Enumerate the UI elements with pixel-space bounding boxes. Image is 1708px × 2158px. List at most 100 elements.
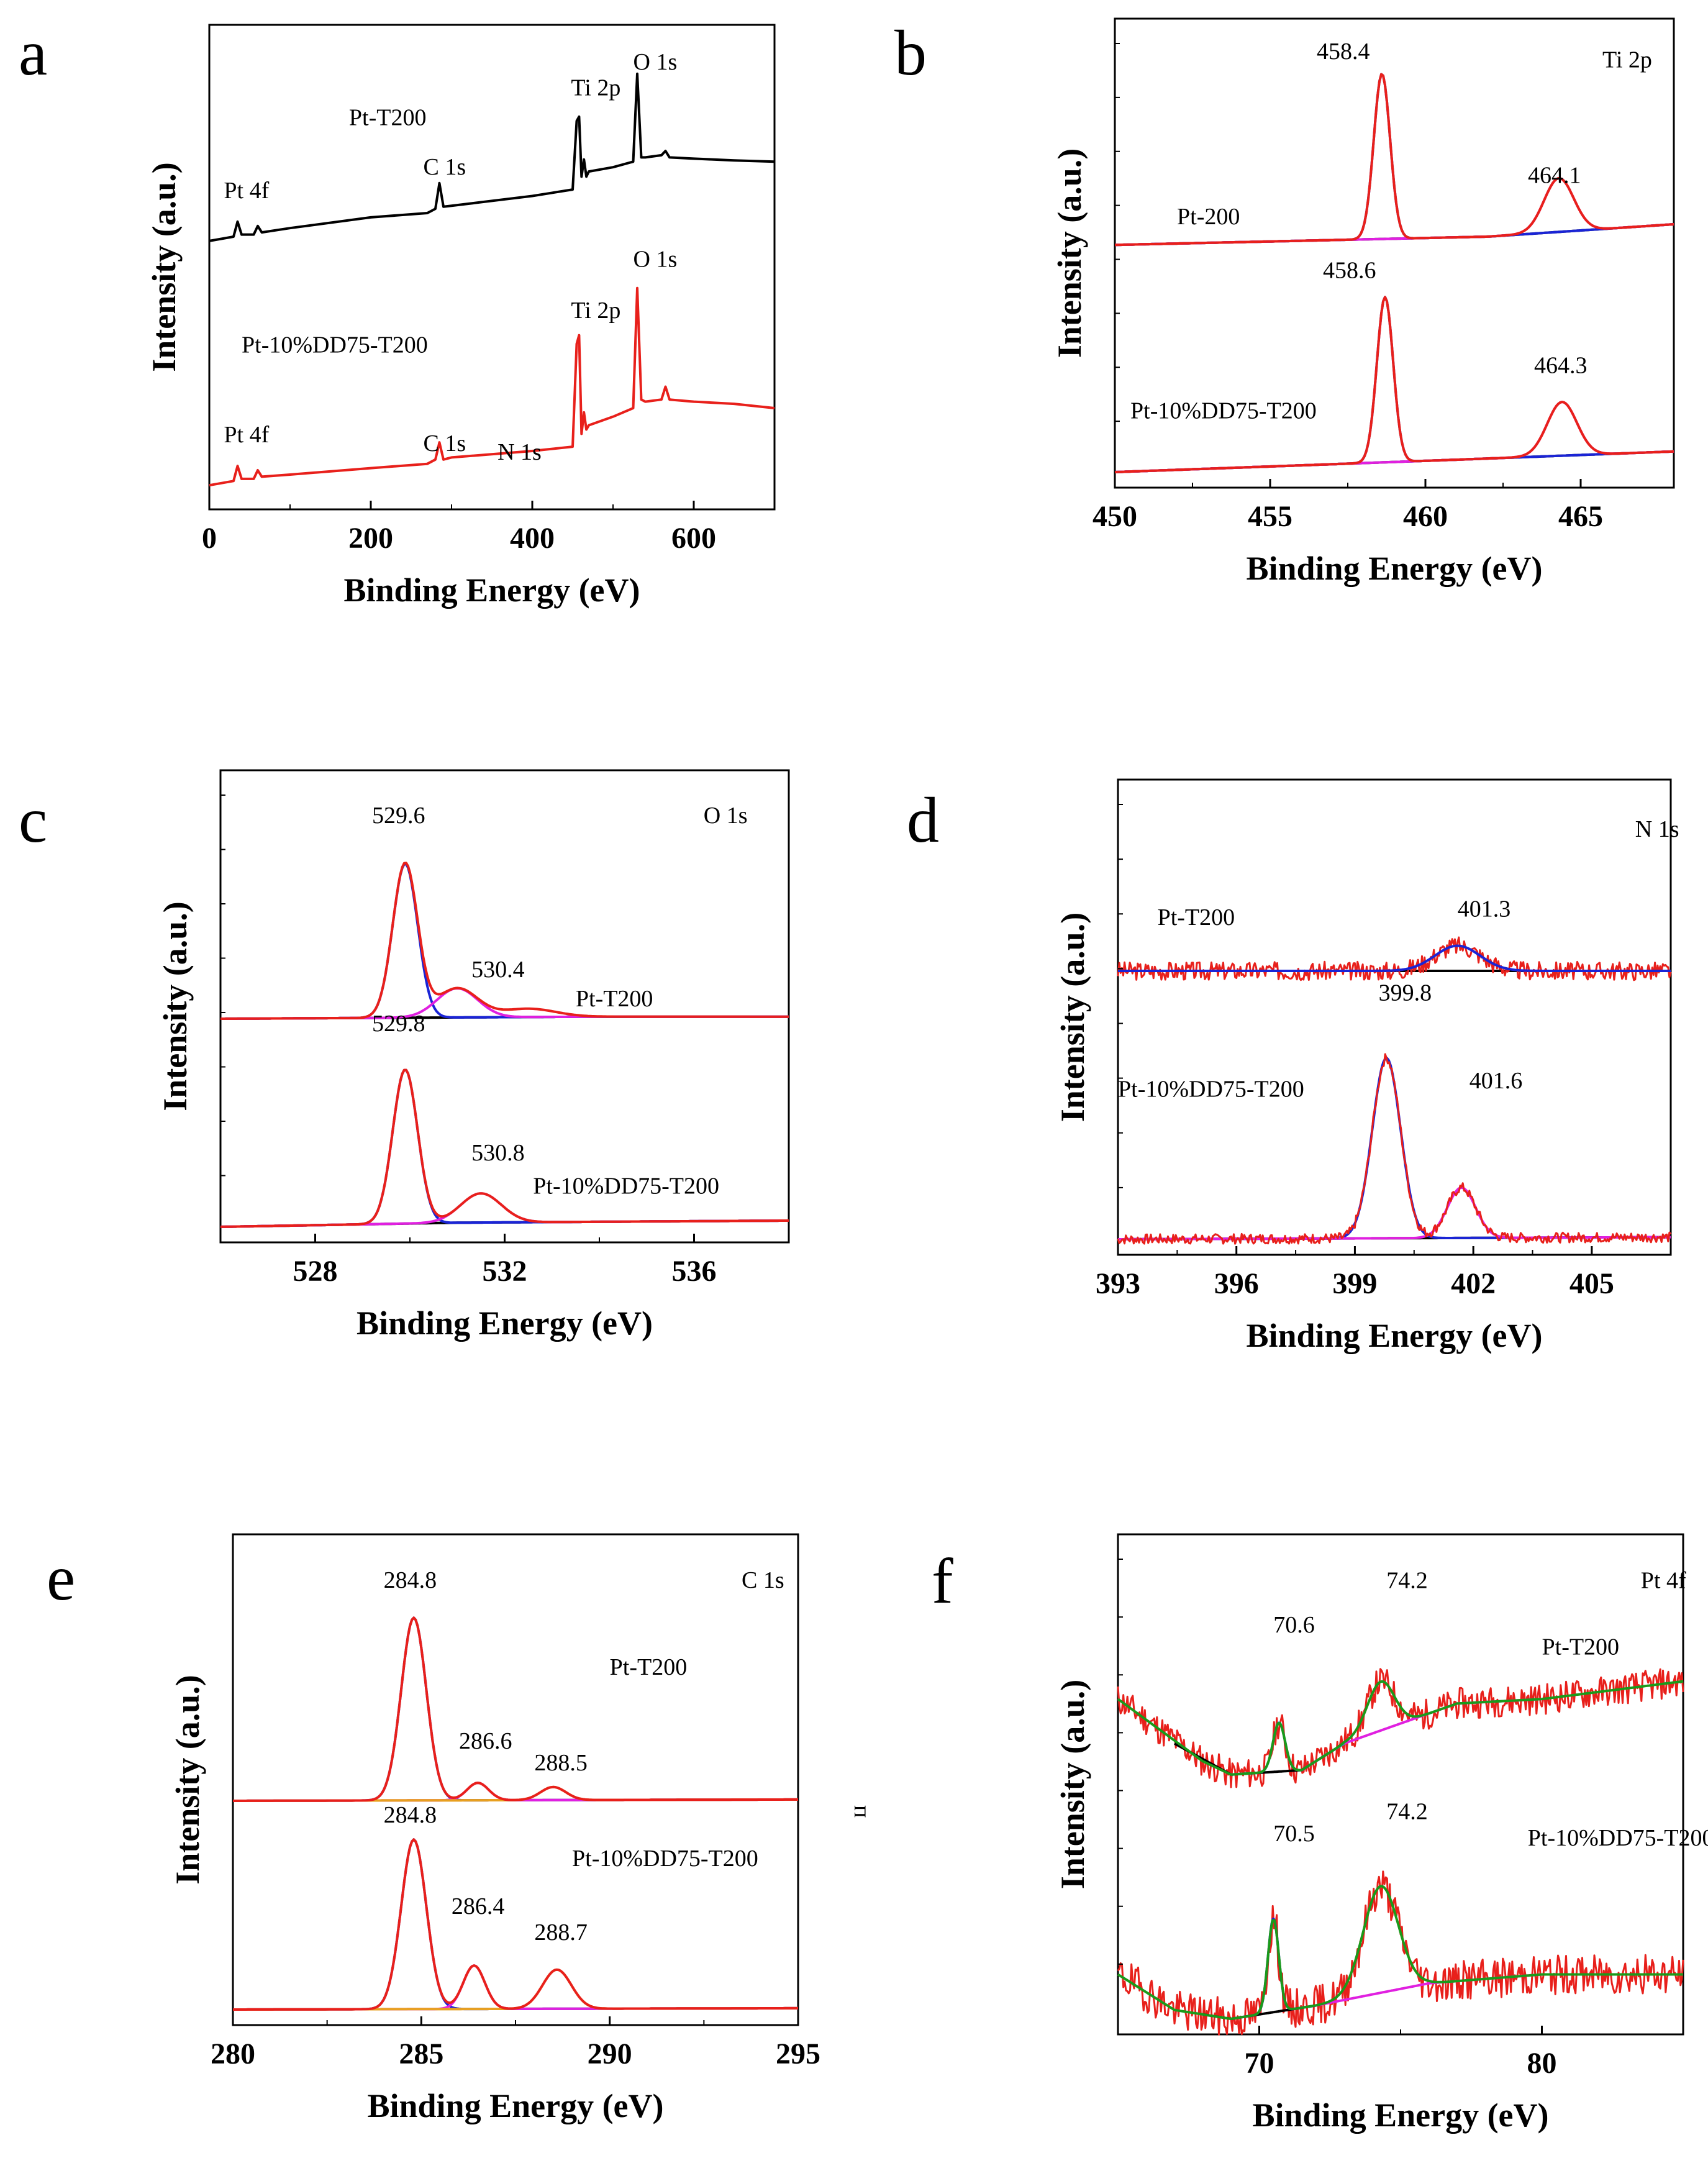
plot-frame <box>1117 778 1672 1256</box>
series-line <box>233 1964 798 2011</box>
series-line <box>1114 296 1674 473</box>
annotation-s2: Pt-10%DD75-T200 <box>1130 398 1317 424</box>
series-line <box>233 1838 798 2011</box>
annotation-s1: Pt-T200 <box>1158 904 1235 931</box>
x-tick-label: 405 <box>1569 1267 1614 1300</box>
series-line <box>233 1782 798 1802</box>
annotation-pt4f_bot: Pt 4f <box>224 422 269 448</box>
x-tick-label: 450 <box>1092 500 1137 533</box>
series-line <box>1117 1053 1672 1245</box>
x-tick-label: 465 <box>1558 500 1603 533</box>
annotation-p1: 70.6 <box>1273 1612 1315 1638</box>
annotation-title: N 1s <box>1635 816 1679 842</box>
series-line <box>1115 73 1674 247</box>
annotation-p1: 529.6 <box>372 803 425 829</box>
series-line <box>1117 936 1672 981</box>
series-line <box>220 987 789 1020</box>
series-line <box>209 286 775 487</box>
plot-frame <box>208 24 776 511</box>
panel-letter: e <box>47 1542 75 1614</box>
annotation-p5: 286.4 <box>452 1893 505 1919</box>
series-line <box>233 1616 798 1802</box>
annotation-p3: 70.5 <box>1273 1821 1315 1847</box>
x-tick-label: 80 <box>1527 2047 1557 2080</box>
panel-letter: d <box>907 785 939 856</box>
annotation-title: Ti 2p <box>1602 47 1652 73</box>
annotation-p2: 464.1 <box>1528 163 1581 189</box>
annotation-p3: 458.6 <box>1323 257 1376 283</box>
panel-letter: c <box>19 785 47 856</box>
annotation-title: Pt 4f <box>1641 1567 1686 1593</box>
annotation-title: O 1s <box>704 803 748 829</box>
series-line <box>1117 1870 1684 2036</box>
x-tick-label: 536 <box>672 1255 717 1288</box>
series-line <box>233 1968 798 2011</box>
x-tick-label: 455 <box>1248 500 1292 533</box>
annotation-p3: 288.5 <box>534 1750 588 1776</box>
x-tick-label: 399 <box>1332 1267 1377 1300</box>
panel-a: a 0 200 400 600 Binding Energy (eV) Intensity … <box>19 17 776 609</box>
annotation-p4: 74.2 <box>1386 1798 1428 1824</box>
y-axis-title: Intensity (a.u.) <box>169 1675 206 1885</box>
annotation-s1: Pt-T200 <box>610 1654 688 1680</box>
x-axis-title: Binding Energy (eV) <box>1246 550 1542 587</box>
x-tick-label: 532 <box>483 1255 527 1288</box>
plot-frame <box>219 769 790 1244</box>
x-tick-label: 285 <box>399 2037 443 2070</box>
annotation-ti2p_top: Ti 2p <box>571 75 620 101</box>
annotation-p4: 284.8 <box>384 1802 437 1828</box>
annotation-o1s_bot: O 1s <box>634 246 678 272</box>
panel-b: b 450 455 460 465 Binding Energy (eV) Intensit… <box>894 17 1675 587</box>
annotation-s2: Pt-10%DD75-T200 <box>1528 1825 1708 1851</box>
plot-frame <box>1117 1533 1684 2036</box>
series-line <box>1117 1885 1683 2020</box>
y-axis-title: Intensity (a.u.) <box>1054 1680 1091 1890</box>
annotation-n1s_bot: N 1s <box>497 439 542 465</box>
annotation-s2: Pt-10%DD75-T200 <box>572 1846 758 1872</box>
x-tick-label: 0 <box>202 522 217 555</box>
x-tick-label: 280 <box>211 2037 255 2070</box>
annotation-p2: 286.6 <box>459 1728 512 1754</box>
series-line <box>1118 944 1671 972</box>
series-line <box>1117 1668 1684 1788</box>
annotation-p2: 399.8 <box>1379 980 1432 1006</box>
annotation-p1: 458.4 <box>1317 39 1370 65</box>
x-tick-label: 402 <box>1451 1267 1496 1300</box>
x-tick-label: 393 <box>1096 1267 1140 1300</box>
series-line <box>220 1068 789 1228</box>
panel-c: c 528 532 536 Binding Energy (eV) Intensity (… <box>19 769 790 1342</box>
panel-letter: f <box>932 1546 953 1617</box>
y-axis-title: Intensity (a.u.) <box>1051 148 1088 358</box>
series-line <box>220 863 789 1020</box>
annotation-p4: 530.8 <box>471 1140 525 1166</box>
x-tick-label: 600 <box>671 522 716 555</box>
y-axis-title: Intensity (a.u.) <box>157 901 194 1111</box>
x-axis-title: Binding Energy (eV) <box>1252 2097 1548 2134</box>
series-line <box>209 72 775 242</box>
annotation-p1: 284.8 <box>384 1567 437 1593</box>
annotation-p2: 74.2 <box>1386 1567 1428 1593</box>
x-tick-label: 396 <box>1214 1267 1259 1300</box>
annotation-p3: 529.8 <box>372 1011 425 1037</box>
annotation-s1: Pt-T200 <box>576 986 653 1012</box>
panel-f: f 70 80 Binding Energy (eV) Intensity (a.u.)… <box>932 1533 1708 2134</box>
panel-letter: a <box>19 17 47 89</box>
panel-d: d 393 396 399 402 405 Binding Energy (eV) Inten… <box>907 778 1679 1354</box>
annotation-p2: 530.4 <box>471 957 525 983</box>
y-axis-title: Intensity (a.u.) <box>1054 913 1091 1122</box>
plot-frame <box>232 1533 799 2026</box>
panel-letter: b <box>894 17 927 89</box>
x-tick-label: 70 <box>1245 2047 1274 2080</box>
x-tick-label: 460 <box>1403 500 1448 533</box>
x-axis-title: Binding Energy (eV) <box>367 2087 663 2124</box>
annotation-title: C 1s <box>742 1567 784 1593</box>
annotation-p4: 464.3 <box>1534 352 1588 378</box>
annotation-p3: 401.6 <box>1470 1068 1523 1094</box>
x-axis-title: Binding Energy (eV) <box>343 571 640 609</box>
y-axis-title: Intensity (a.u.) <box>145 162 183 372</box>
annotation-pt4f_top: Pt 4f <box>224 178 269 204</box>
annotation-ti2p_bot: Ti 2p <box>571 298 620 324</box>
annotation-c1s_top: C 1s <box>424 154 466 180</box>
annotation-p1: 401.3 <box>1458 896 1511 922</box>
